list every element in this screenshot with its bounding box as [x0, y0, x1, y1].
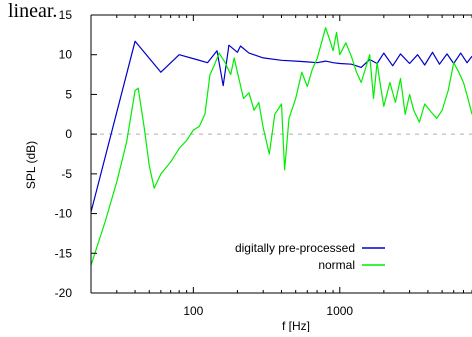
- series-line-digitally-pre-processed: [91, 40, 472, 213]
- y-tick-label: 15: [59, 8, 73, 22]
- axes-layer: -20 -15 -10 -5 0 5 10 15 100 1000: [55, 8, 472, 318]
- y-tick-label: -20: [55, 286, 73, 300]
- legend-label-normal: normal: [318, 258, 355, 272]
- series-layer: [91, 27, 472, 266]
- legend-label-digitally-pre-processed: digitally pre-processed: [235, 241, 355, 255]
- y-tick-label: -15: [55, 246, 73, 260]
- x-tick-label: 100: [183, 304, 203, 318]
- y-axis-label: SPL (dB): [24, 141, 38, 189]
- legend: digitally pre-processed normal: [235, 241, 385, 272]
- y-tick-label: 10: [59, 48, 73, 62]
- y-tick-label: -10: [55, 207, 73, 221]
- y-tick-label: 5: [65, 87, 72, 101]
- series-line-normal: [91, 27, 472, 266]
- y-tick-label: 0: [65, 127, 72, 141]
- y-tick-label: -5: [61, 167, 72, 181]
- page-text-fragment: linear.: [8, 0, 57, 22]
- x-axis-label: f [Hz]: [282, 319, 310, 332]
- x-tick-label: 1000: [326, 304, 353, 318]
